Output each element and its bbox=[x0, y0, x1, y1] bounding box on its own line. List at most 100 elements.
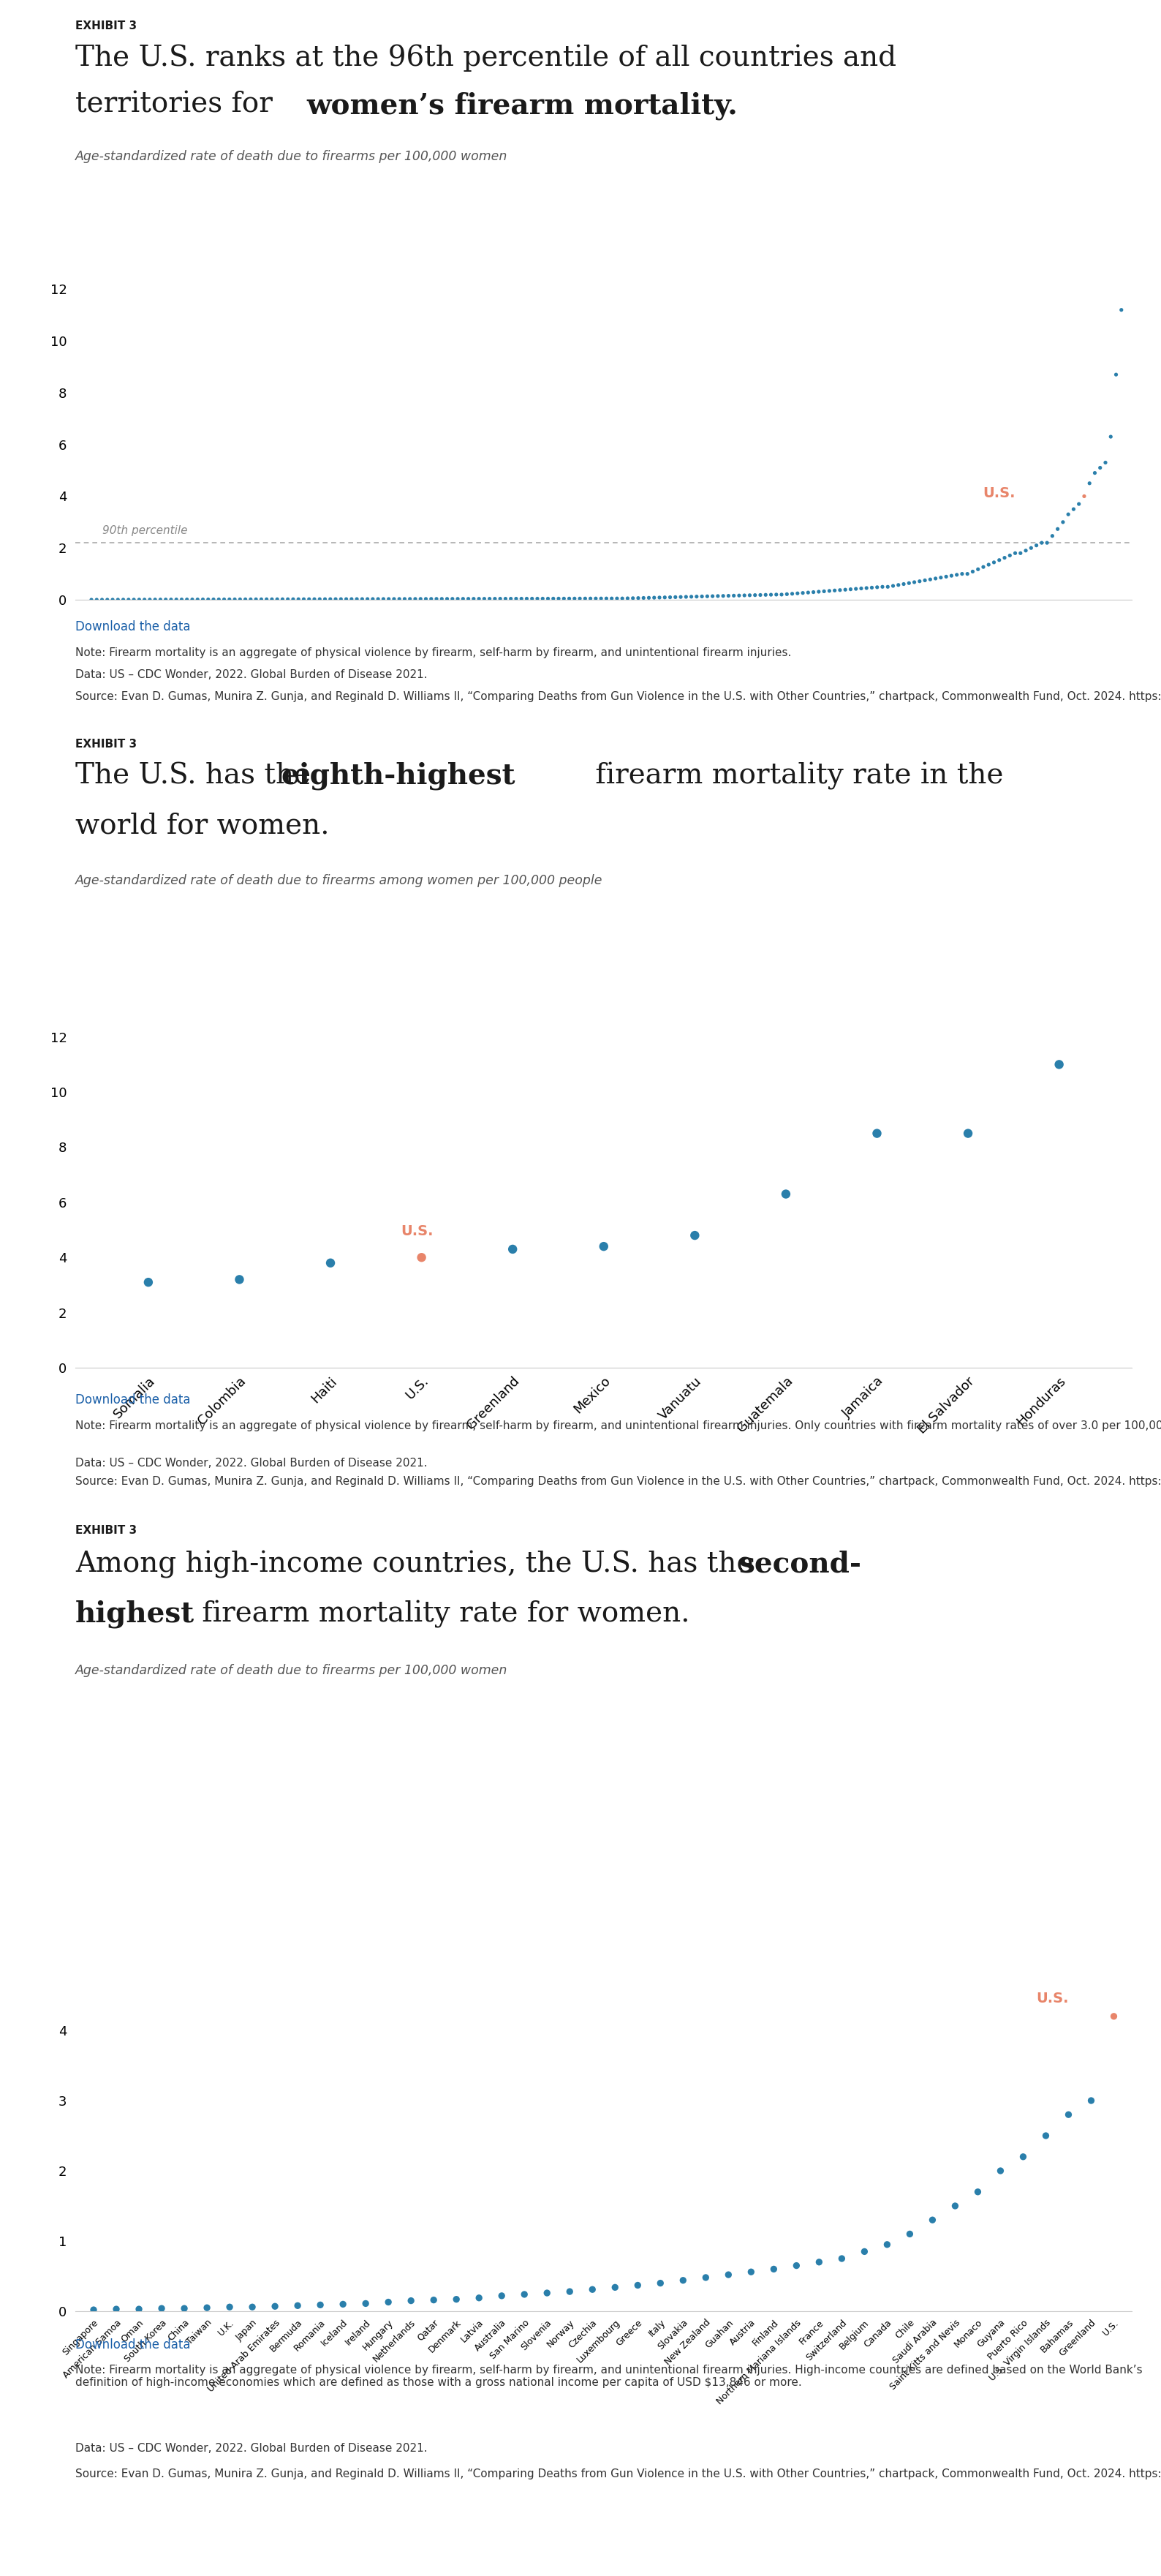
Point bbox=[846, 569, 865, 611]
Point bbox=[1065, 489, 1083, 531]
Point bbox=[1017, 531, 1036, 572]
Point bbox=[1104, 1996, 1123, 2038]
Point bbox=[583, 2269, 601, 2311]
Point bbox=[1059, 495, 1077, 536]
Point bbox=[1050, 1043, 1068, 1084]
Point bbox=[1048, 507, 1067, 549]
Point bbox=[243, 2287, 261, 2329]
Point bbox=[215, 580, 233, 621]
Point bbox=[1096, 443, 1115, 484]
Point bbox=[697, 2257, 715, 2298]
Point bbox=[246, 580, 265, 621]
Point bbox=[504, 1229, 522, 1270]
Point bbox=[1014, 2136, 1032, 2177]
Point bbox=[175, 2287, 194, 2329]
Point bbox=[825, 569, 844, 611]
Point bbox=[459, 577, 477, 618]
Text: Note: Firearm mortality is an aggregate of physical violence by firearm, self-ha: Note: Firearm mortality is an aggregate … bbox=[75, 647, 792, 659]
Text: EXHIBIT 3: EXHIBIT 3 bbox=[75, 1525, 137, 1535]
Point bbox=[708, 574, 727, 616]
Point bbox=[448, 577, 467, 618]
Point bbox=[491, 577, 510, 618]
Point bbox=[570, 577, 589, 618]
Point bbox=[730, 574, 749, 616]
Point bbox=[310, 580, 329, 621]
Point bbox=[337, 580, 355, 621]
Point bbox=[916, 559, 935, 600]
Point bbox=[1022, 528, 1040, 569]
Point bbox=[867, 1113, 886, 1154]
Point bbox=[698, 574, 716, 616]
Point bbox=[87, 580, 106, 621]
Point bbox=[85, 2290, 103, 2331]
Point bbox=[545, 577, 563, 618]
Point bbox=[512, 577, 531, 618]
Point bbox=[221, 580, 239, 621]
Point bbox=[417, 580, 435, 621]
Point bbox=[1075, 477, 1094, 518]
Point bbox=[693, 577, 712, 618]
Point bbox=[677, 577, 695, 618]
Point bbox=[146, 580, 165, 621]
Point bbox=[356, 2282, 375, 2324]
Text: U.S.: U.S. bbox=[401, 1224, 433, 1239]
Point bbox=[764, 2249, 783, 2290]
Point bbox=[209, 580, 228, 621]
Text: Age-standardized rate of death due to firearms per 100,000 women: Age-standardized rate of death due to fi… bbox=[75, 149, 507, 162]
Text: The U.S. has the: The U.S. has the bbox=[75, 762, 320, 788]
Point bbox=[347, 580, 366, 621]
Point bbox=[762, 574, 780, 616]
Point bbox=[390, 580, 409, 621]
Point bbox=[374, 580, 392, 621]
Point bbox=[1032, 523, 1051, 564]
Point bbox=[378, 2282, 397, 2324]
Point bbox=[433, 577, 452, 618]
Point bbox=[810, 2241, 829, 2282]
Point bbox=[485, 577, 504, 618]
Point bbox=[464, 577, 483, 618]
Point bbox=[619, 577, 637, 618]
Point bbox=[793, 572, 812, 613]
Point bbox=[103, 580, 122, 621]
Point bbox=[333, 2282, 352, 2324]
Point bbox=[724, 574, 743, 616]
Point bbox=[178, 580, 196, 621]
Point bbox=[964, 551, 982, 592]
Point bbox=[980, 544, 998, 585]
Text: firearm mortality rate for women.: firearm mortality rate for women. bbox=[193, 1600, 690, 1628]
Text: The U.S. ranks at the 96th percentile of all countries and: The U.S. ranks at the 96th percentile of… bbox=[75, 44, 896, 72]
Point bbox=[756, 574, 774, 616]
Point bbox=[832, 2239, 851, 2280]
Text: highest: highest bbox=[75, 1600, 195, 1628]
Point bbox=[1054, 502, 1073, 544]
Point bbox=[714, 574, 733, 616]
Point bbox=[661, 577, 679, 618]
Point bbox=[470, 2277, 489, 2318]
Point bbox=[906, 562, 924, 603]
Point bbox=[380, 580, 398, 621]
Point bbox=[772, 574, 791, 616]
Point bbox=[363, 580, 382, 621]
Point bbox=[884, 564, 902, 605]
Text: Among high-income countries, the U.S. has the: Among high-income countries, the U.S. ha… bbox=[75, 1551, 763, 1579]
Point bbox=[412, 1236, 431, 1278]
Point bbox=[856, 2231, 874, 2272]
Point bbox=[475, 577, 493, 618]
Point bbox=[1059, 2094, 1077, 2136]
Point bbox=[1011, 533, 1030, 574]
Point bbox=[262, 580, 281, 621]
Point bbox=[1086, 453, 1104, 495]
Point bbox=[910, 562, 929, 603]
Point bbox=[560, 577, 578, 618]
Point bbox=[322, 1242, 340, 1283]
Point bbox=[606, 2267, 625, 2308]
Point bbox=[974, 546, 993, 587]
Point bbox=[492, 2275, 511, 2316]
Point bbox=[411, 580, 430, 621]
Point bbox=[742, 2251, 760, 2293]
Point bbox=[241, 580, 260, 621]
Text: second-: second- bbox=[738, 1551, 861, 1579]
Point bbox=[959, 1113, 978, 1154]
Point bbox=[767, 574, 786, 616]
Point bbox=[295, 580, 313, 621]
